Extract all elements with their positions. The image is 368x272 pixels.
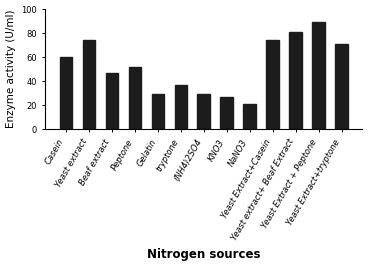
Bar	[312, 22, 325, 129]
Bar	[174, 85, 187, 129]
Bar	[335, 44, 348, 129]
Bar	[266, 40, 279, 129]
X-axis label: Nitrogen sources: Nitrogen sources	[147, 248, 261, 261]
Bar	[106, 73, 118, 129]
Bar	[198, 94, 210, 129]
Bar	[289, 32, 302, 129]
Bar	[244, 104, 256, 129]
Bar	[82, 40, 95, 129]
Bar	[220, 97, 233, 129]
Bar	[128, 67, 141, 129]
Bar	[60, 57, 72, 129]
Y-axis label: Enzyme activity (U/ml): Enzyme activity (U/ml)	[6, 10, 15, 128]
Bar	[152, 94, 164, 129]
